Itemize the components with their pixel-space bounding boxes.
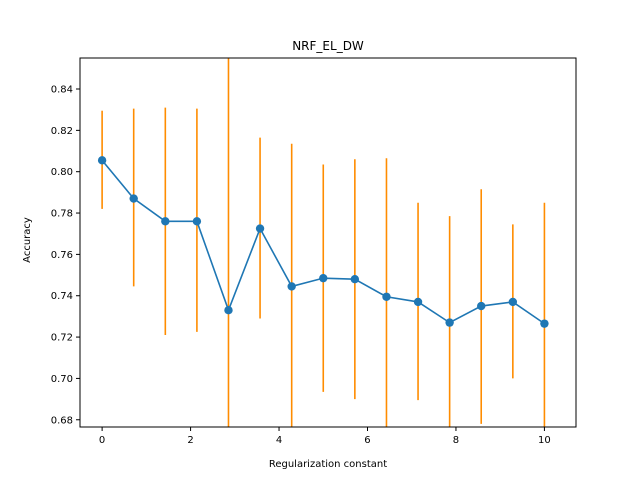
data-point bbox=[319, 273, 328, 283]
data-point bbox=[224, 306, 233, 315]
y-tick-label: 0.68 bbox=[51, 415, 73, 426]
x-tick-label: 0 bbox=[99, 435, 105, 446]
y-tick-label: 0.82 bbox=[51, 126, 73, 137]
data-point bbox=[161, 217, 170, 226]
x-tick-label: 6 bbox=[364, 435, 370, 446]
data-point bbox=[287, 282, 296, 291]
data-point bbox=[445, 318, 454, 327]
data-point bbox=[413, 297, 423, 307]
x-tick-label: 8 bbox=[453, 435, 459, 446]
data-point bbox=[129, 194, 138, 203]
data-point bbox=[508, 297, 518, 307]
plot-area: 0 2 4 6 8 10 0.68 0.70 0.72 0.74 0.76 0.78 0.80 0.82 0… bbox=[51, 57, 577, 446]
data-point bbox=[477, 301, 486, 311]
x-tick-label: 10 bbox=[538, 435, 551, 446]
y-axis-label: Accuracy bbox=[22, 217, 33, 263]
chart-title: NRF_EL_DW bbox=[292, 39, 364, 53]
y-tick-label: 0.76 bbox=[51, 250, 73, 261]
y-tick-label: 0.84 bbox=[51, 85, 73, 96]
data-point bbox=[350, 274, 360, 284]
data-point bbox=[382, 292, 391, 301]
x-axis-label: Regularization constant bbox=[269, 459, 387, 470]
y-tick-label: 0.74 bbox=[51, 291, 73, 302]
data-point bbox=[192, 217, 202, 226]
y-tick-label: 0.78 bbox=[51, 209, 73, 220]
data-point bbox=[255, 224, 265, 233]
y-tick-label: 0.70 bbox=[51, 374, 73, 385]
plot-frame bbox=[79, 57, 577, 428]
data-point bbox=[97, 156, 107, 165]
y-tick-label: 0.72 bbox=[51, 333, 73, 344]
x-tick-label: 4 bbox=[276, 435, 282, 446]
y-tick-label: 0.80 bbox=[51, 167, 73, 178]
x-tick-label: 2 bbox=[187, 435, 193, 446]
data-point bbox=[540, 319, 549, 328]
